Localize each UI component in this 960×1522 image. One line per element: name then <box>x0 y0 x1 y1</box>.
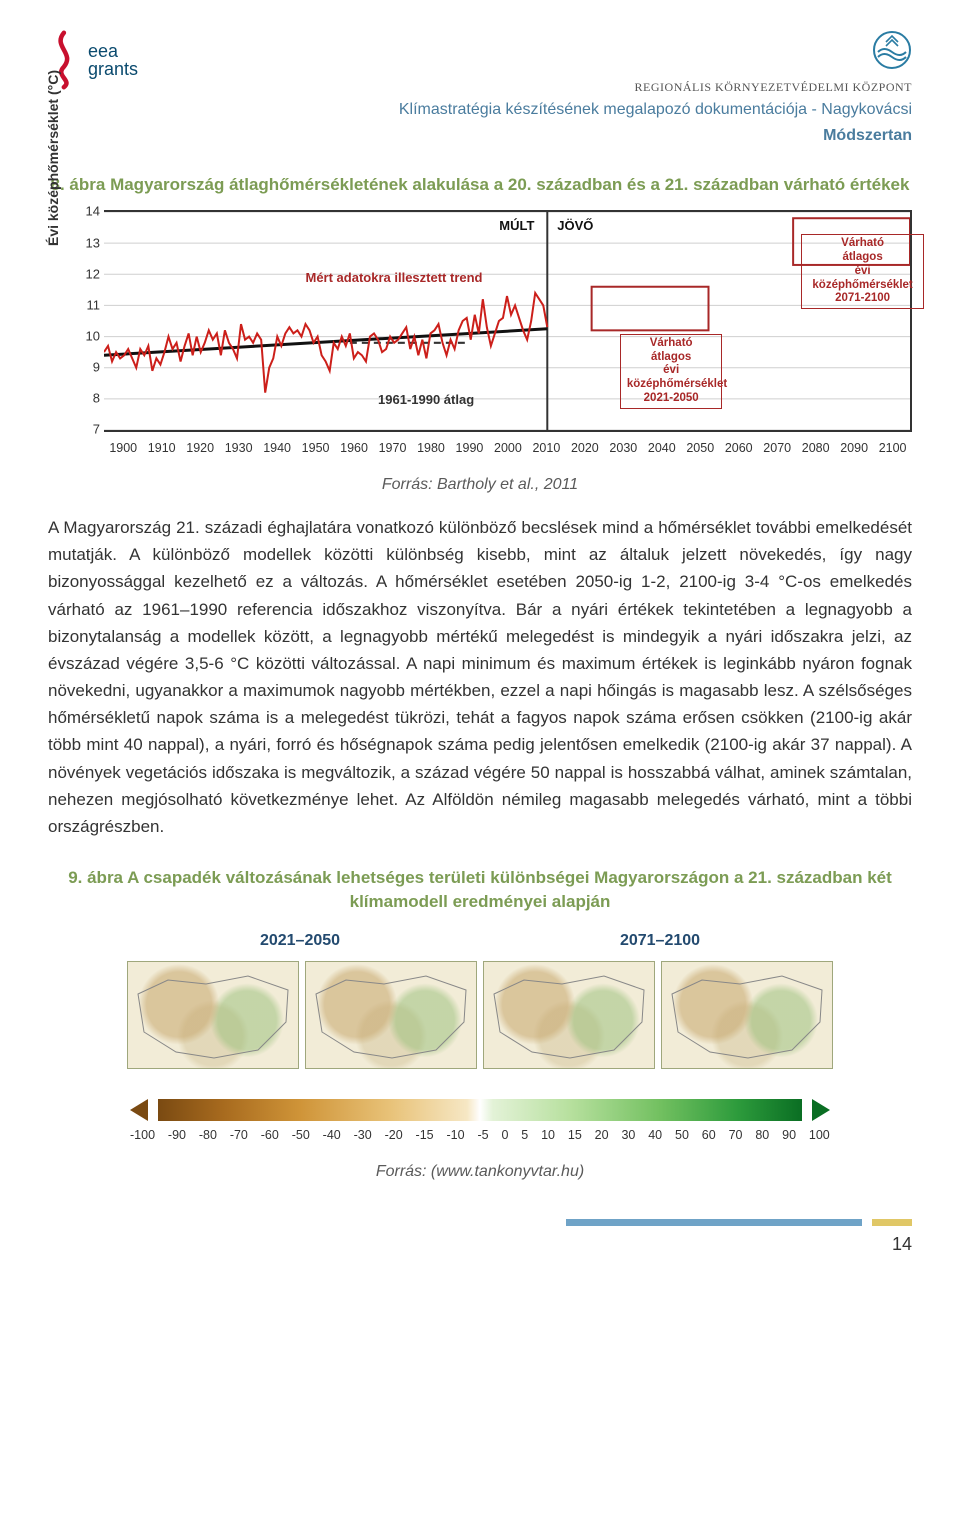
chart1-xaxis: 1900191019201930194019501960197019801990… <box>104 438 912 458</box>
colorbar-gradient <box>158 1099 802 1121</box>
page-header: eea grants REGIONÁLIS KÖRNYEZETVÉDELMI K… <box>48 30 912 97</box>
doc-title: Klímastratégia készítésének megalapozó d… <box>48 97 912 123</box>
chart1-yaxis: 7891011121314 <box>64 212 100 430</box>
chart1-ylabel: Évi középhőmérséklet (°C) <box>42 70 64 246</box>
period-label: 2071–2100 <box>620 928 700 954</box>
period-label: 2021–2050 <box>260 928 340 954</box>
colorbar <box>158 1099 802 1121</box>
figure-9-chart: 2021–2050 2071–2100 -100-90-80-70-60-50-… <box>120 928 840 1146</box>
rec-text: REGIONÁLIS KÖRNYEZETVÉDELMI KÖZPONT <box>635 78 912 97</box>
eea-text: eea <box>88 42 138 60</box>
figure-9-maps <box>120 961 840 1069</box>
doc-subtitle: Módszertan <box>48 123 912 149</box>
map-panel <box>127 961 299 1069</box>
figure-9-periods: 2021–2050 2071–2100 <box>120 928 840 954</box>
colorbar-ticks: -100-90-80-70-60-50-40-30-20-15-10-50510… <box>130 1125 830 1145</box>
map-panel <box>305 961 477 1069</box>
page-number: 14 <box>48 1230 912 1259</box>
figure-8-source: Forrás: Bartholy et al., 2011 <box>48 472 912 498</box>
body-paragraph: A Magyarország 21. századi éghajlatára v… <box>48 514 912 840</box>
grants-text: grants <box>88 60 138 78</box>
colorbar-left-arrow <box>130 1099 148 1121</box>
figure-8-title: 8. ábra Magyarország átlaghőmérsékleténe… <box>48 173 912 197</box>
figure-8-chart: Évi középhőmérséklet (°C) 7891011121314 … <box>48 210 912 458</box>
footer-rule <box>566 1219 912 1226</box>
rec-logo-icon <box>872 30 912 70</box>
figure-9-title: 9. ábra A csapadék változásának lehetség… <box>48 866 912 914</box>
map-panel <box>661 961 833 1069</box>
map-panel <box>483 961 655 1069</box>
rec-logo-block: REGIONÁLIS KÖRNYEZETVÉDELMI KÖZPONT <box>635 30 912 97</box>
colorbar-right-arrow <box>812 1099 830 1121</box>
chart1-plot <box>104 212 910 430</box>
figure-9-source: Forrás: (www.tankonyvtar.hu) <box>48 1159 912 1185</box>
